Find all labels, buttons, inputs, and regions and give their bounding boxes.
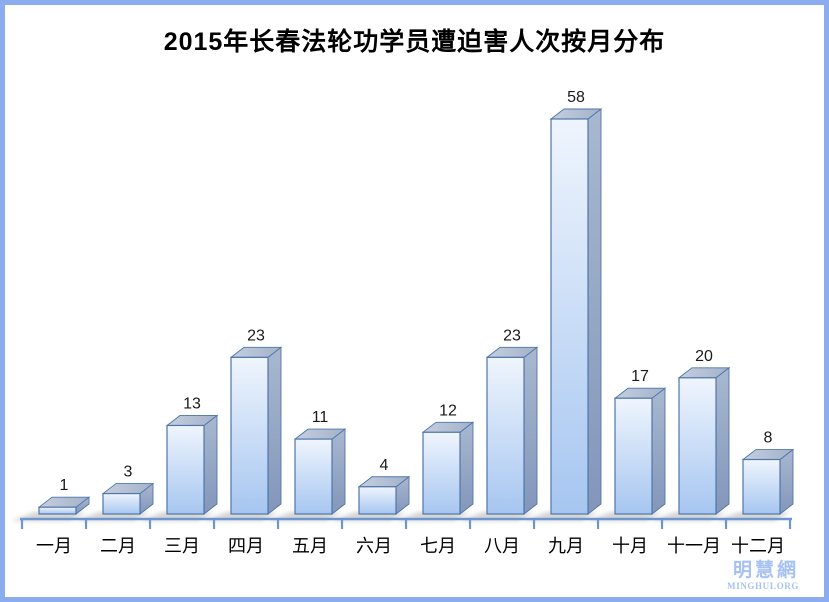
- x-axis-category-label: 七月: [420, 536, 456, 557]
- bar-group: 12: [395, 402, 475, 521]
- minghui-watermark: 明慧網 MINGHUI.ORG: [727, 558, 799, 591]
- bar-front-face: [230, 356, 269, 515]
- bar-group: 4: [331, 457, 411, 521]
- watermark-site-url: MINGHUI.ORG: [727, 580, 799, 591]
- bar-group: 17: [587, 368, 667, 521]
- bar-group: 1: [11, 477, 91, 521]
- bar-side-face: [203, 414, 218, 515]
- bar-group: 3: [75, 464, 155, 521]
- bar-value-label: 8: [764, 430, 773, 447]
- x-axis-category-label: 五月: [292, 536, 328, 557]
- bar-value-label: 11: [312, 409, 329, 426]
- x-axis-category-label: 九月: [548, 536, 584, 557]
- x-axis-category-label: 十一月: [667, 536, 721, 557]
- bar-front-face: [294, 438, 333, 515]
- bar-value-label: 3: [124, 464, 133, 481]
- chart-title: 2015年长春法轮功学员遭迫害人次按月分布: [163, 28, 666, 56]
- x-axis-category-label: 二月: [100, 536, 136, 557]
- bar-side-face: [459, 421, 474, 515]
- bar-front-face: [358, 486, 397, 515]
- bar-group: 23: [459, 327, 539, 521]
- bar-group: 58: [523, 89, 603, 521]
- bar-front-face: [550, 118, 589, 515]
- x-axis-category-label: 四月: [228, 536, 264, 557]
- x-axis-category-label: 十月: [612, 536, 648, 557]
- bar-front-face: [422, 431, 461, 515]
- bar-side-face: [587, 108, 602, 515]
- bar-front-face: [742, 458, 781, 515]
- bar-front-face: [166, 424, 205, 515]
- bar-side-face: [651, 387, 666, 515]
- bar-front-face: [38, 506, 77, 515]
- bar-front-face: [102, 492, 141, 515]
- x-axis-category-label: 八月: [484, 536, 520, 557]
- bar-value-label: 4: [380, 457, 389, 474]
- bar-value-label: 58: [567, 89, 585, 106]
- watermark-site-name: 明慧網: [732, 558, 799, 581]
- bar-side-face: [779, 448, 794, 515]
- bar-group: 13: [139, 395, 219, 521]
- bar-side-face: [715, 366, 730, 515]
- bar-group: 11: [267, 409, 347, 521]
- x-axis-category-label: 三月: [164, 536, 200, 557]
- bar-value-label: 12: [439, 402, 457, 419]
- bar-side-face: [267, 346, 282, 515]
- x-axis-category-label: 十二月: [731, 536, 785, 557]
- bar-side-face: [523, 346, 538, 515]
- bar-value-label: 23: [503, 327, 521, 344]
- bar-value-label: 20: [695, 348, 713, 365]
- bar-value-label: 17: [631, 368, 649, 385]
- x-axis-category-label: 一月: [36, 536, 72, 557]
- x-axis-category-label: 六月: [356, 536, 392, 557]
- bar-front-face: [486, 356, 525, 515]
- bar-group: 20: [651, 348, 731, 521]
- bar-value-label: 23: [247, 327, 265, 344]
- bar-side-face: [331, 428, 346, 515]
- bar-front-face: [678, 377, 717, 515]
- bar-value-label: 1: [60, 477, 69, 494]
- bar-front-face: [614, 397, 653, 515]
- bar-value-label: 13: [183, 395, 201, 412]
